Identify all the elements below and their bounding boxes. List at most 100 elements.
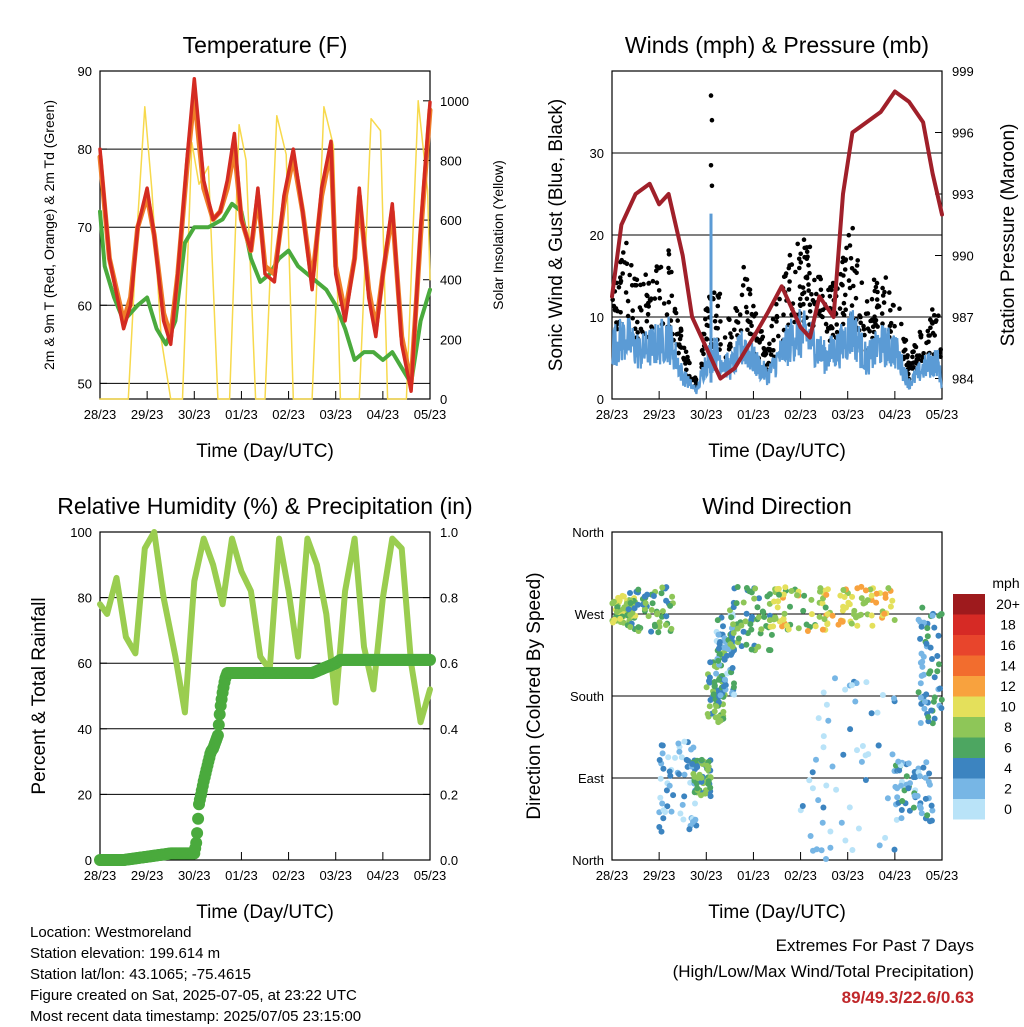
gust-point (872, 314, 877, 320)
direction-point (919, 604, 926, 611)
direction-point (742, 618, 749, 625)
direction-point (938, 611, 945, 617)
gust-point (798, 303, 803, 309)
x-tick-label-4-6: 04/23 (879, 868, 912, 883)
direction-point (854, 622, 861, 629)
x-tick-label-2-3: 01/23 (737, 407, 770, 422)
direction-point (611, 616, 618, 623)
gust-point (744, 277, 750, 282)
direction-point (801, 592, 808, 599)
gust-point (620, 271, 625, 276)
x-tick-label-3-4: 02/23 (272, 868, 305, 883)
direction-point (840, 587, 847, 593)
gust-point (875, 303, 881, 308)
gust-point (848, 255, 854, 261)
gust-point (914, 357, 920, 362)
direction-point (891, 695, 897, 702)
gust-point (644, 318, 650, 324)
x-tick-label-4-1: 29/23 (643, 868, 676, 883)
direction-point (923, 759, 930, 766)
direction-point (714, 617, 721, 624)
gust-point (797, 265, 802, 271)
series-pressure-line (610, 89, 944, 381)
direction-point (912, 774, 919, 781)
direction-point (710, 691, 717, 698)
legend-swatch-1 (953, 614, 985, 635)
station-latlon: Station lat/lon: 43.1065; -75.4615 (30, 966, 252, 983)
direction-point (720, 623, 726, 630)
direction-point (666, 782, 673, 789)
direction-point (635, 586, 642, 593)
legend-swatch-8 (953, 758, 985, 779)
gust-point (729, 335, 734, 340)
series-rh-line (97, 529, 433, 726)
direction-point (754, 604, 761, 611)
gust-point (740, 283, 746, 288)
gust-point (726, 316, 731, 321)
direction-point (774, 604, 781, 611)
direction-point (916, 773, 923, 780)
y-right-tick-label-3-1: 0.2 (440, 787, 458, 802)
direction-point (815, 715, 822, 722)
legend-swatch-10 (953, 799, 985, 820)
legend-swatch-5 (953, 696, 985, 717)
direction-point (672, 754, 678, 761)
direction-point (804, 628, 811, 634)
y-right-tick-label-1-0: 0 (440, 392, 447, 407)
gust-point (843, 292, 848, 298)
legend-swatch-7 (953, 737, 985, 758)
gust-point (864, 299, 870, 304)
direction-point (922, 795, 929, 802)
gust-point (643, 303, 649, 308)
gust-point (926, 333, 931, 338)
gust-point (625, 313, 631, 319)
y-tick-label-2-3: 30 (590, 146, 604, 161)
direction-point (809, 785, 816, 792)
y-tick-label-3-0: 0 (85, 853, 92, 868)
direction-point (898, 815, 905, 822)
direction-point (787, 603, 793, 610)
x-tick-label-2-4: 02/23 (784, 407, 817, 422)
gust-point (911, 365, 916, 370)
direction-point (722, 676, 728, 683)
direction-point (659, 750, 666, 757)
direction-point (849, 682, 855, 689)
gust-point (640, 329, 645, 335)
gust-point (880, 285, 885, 291)
gust-point (801, 237, 807, 242)
direction-point (892, 783, 899, 790)
gust-point (708, 93, 714, 98)
direction-point (815, 797, 822, 804)
gust-point (834, 329, 840, 335)
gust-point (770, 316, 776, 322)
direction-point (864, 597, 871, 604)
gust-point (727, 341, 733, 347)
direction-point (656, 623, 663, 630)
gust-point (777, 296, 782, 302)
direction-point (659, 608, 666, 615)
y-axis-label-1: 2m & 9m T (Red, Orange) & 2m Td (Green) (41, 100, 57, 370)
direction-point (692, 800, 698, 807)
y-right-tick-label-2-2: 990 (952, 249, 974, 264)
gust-point (827, 294, 833, 299)
direction-point (619, 592, 626, 599)
direction-point (924, 625, 931, 632)
direction-point (938, 705, 945, 712)
gust-point (844, 245, 849, 251)
direction-point (879, 692, 886, 698)
direction-point (806, 777, 813, 784)
direction-point (918, 810, 925, 817)
gust-point (673, 310, 679, 316)
direction-point (852, 698, 859, 705)
direction-point (617, 615, 624, 622)
gust-point (798, 260, 804, 265)
gust-point (629, 263, 634, 268)
direction-point (686, 826, 693, 833)
x-axis-label-3: Time (Day/UTC) (196, 902, 334, 923)
gust-point (726, 347, 732, 352)
direction-point (862, 752, 869, 759)
gust-point (771, 348, 776, 353)
direction-point (915, 689, 922, 696)
y-right-tick-label-1-5: 1000 (440, 94, 469, 109)
gust-point (807, 302, 813, 308)
